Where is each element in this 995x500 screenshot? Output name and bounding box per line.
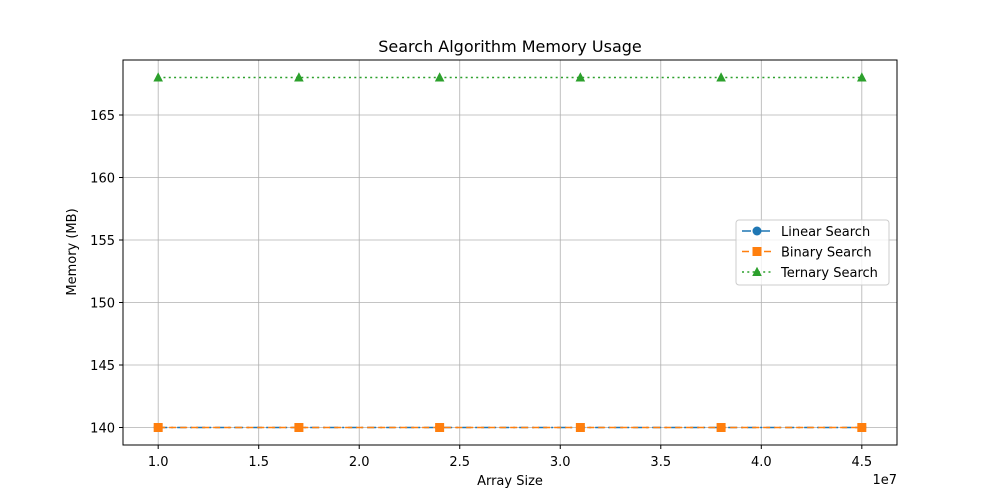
- series-ternary-search: [153, 72, 867, 82]
- x-tick-label: 1.0: [148, 455, 169, 470]
- data-point: [857, 72, 867, 82]
- legend-item: Linear Search: [742, 225, 870, 240]
- legend-marker: [752, 226, 762, 236]
- legend-label: Ternary Search: [780, 266, 878, 281]
- grid: [123, 60, 897, 445]
- legend-label: Binary Search: [781, 246, 872, 261]
- y-axis: 140 145 150 155 160 165: [90, 109, 123, 437]
- y-axis-label: Memory (MB): [65, 208, 80, 295]
- y-tick-label: 150: [90, 297, 115, 312]
- x-tick-label: 3.0: [550, 455, 571, 470]
- data-point: [575, 423, 585, 432]
- plot-frame: [122, 59, 898, 446]
- x-axis-offset-label: 1e7: [872, 473, 897, 488]
- x-tick-label: 1.5: [248, 455, 269, 470]
- series-layer: [153, 72, 867, 432]
- y-tick-label: 160: [90, 172, 115, 187]
- x-axis-label: Array Size: [477, 474, 543, 489]
- x-axis: 1.0 1.5 2.0 2.5 3.0 3.5 4.0 4.5: [148, 445, 872, 470]
- legend-marker: [752, 247, 762, 256]
- x-tick-label: 4.0: [751, 455, 772, 470]
- data-point: [294, 423, 304, 432]
- x-tick-label: 4.5: [851, 455, 872, 470]
- x-tick-label: 2.5: [449, 455, 470, 470]
- x-tick-label: 2.0: [349, 455, 370, 470]
- legend-box: [735, 219, 890, 286]
- legend-marker: [752, 266, 762, 276]
- legend: Linear Search Binary Search Ternary Search: [735, 219, 890, 286]
- data-point: [153, 72, 163, 82]
- legend-item: Binary Search: [742, 246, 872, 261]
- series-binary-search: [153, 423, 867, 432]
- data-point: [294, 72, 304, 82]
- legend-item: Ternary Search: [742, 266, 878, 281]
- data-point: [716, 423, 726, 432]
- data-point: [575, 72, 586, 82]
- data-point: [153, 423, 163, 432]
- chart-title: Search Algorithm Memory Usage: [378, 37, 642, 56]
- data-point: [716, 72, 726, 82]
- x-tick-label: 3.5: [650, 455, 671, 470]
- y-tick-label: 165: [90, 109, 115, 124]
- y-tick-label: 155: [90, 234, 115, 249]
- y-tick-label: 145: [90, 359, 115, 374]
- data-point: [434, 72, 445, 82]
- legend-label: Linear Search: [781, 225, 870, 240]
- data-point: [857, 423, 867, 432]
- y-tick-label: 140: [90, 422, 115, 437]
- data-point: [435, 423, 445, 432]
